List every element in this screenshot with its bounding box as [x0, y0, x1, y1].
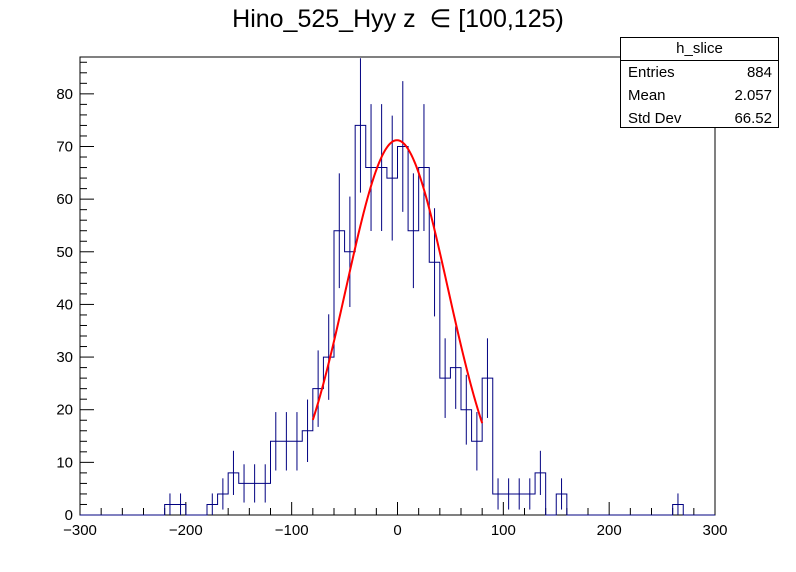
y-tick-label: 60: [56, 191, 73, 208]
x-tick-label: −300: [63, 522, 97, 539]
y-tick-label: 0: [65, 507, 73, 524]
x-tick-label: 100: [491, 522, 516, 539]
chart-title: Hino_525_Hyy z ∈ [100,125): [232, 5, 564, 33]
stats-mean-label: Mean: [628, 87, 666, 104]
x-tick-label: −100: [275, 522, 309, 539]
stats-stddev-row: Std Dev 66.52: [621, 107, 778, 130]
x-tick-label: −200: [169, 522, 203, 539]
x-tick-label: 300: [702, 522, 727, 539]
stats-mean-value: 2.057: [734, 87, 772, 104]
stats-entries-value: 884: [746, 64, 772, 81]
stats-box: h_slice Entries 884 Mean 2.057 Std Dev 6…: [620, 37, 779, 128]
y-tick-label: 20: [56, 402, 73, 419]
y-tick-label: 40: [56, 296, 73, 313]
stats-stddev-value: 66.52: [734, 110, 772, 127]
y-tick-label: 80: [56, 86, 73, 103]
stats-entries-label: Entries: [628, 64, 675, 81]
stats-box-title: h_slice: [621, 38, 778, 61]
stats-entries-row: Entries 884: [621, 61, 778, 84]
stats-mean-row: Mean 2.057: [621, 84, 778, 107]
stats-stddev-label: Std Dev: [628, 110, 682, 127]
x-tick-label: 0: [393, 522, 401, 539]
y-tick-label: 30: [56, 349, 73, 366]
y-tick-label: 10: [56, 454, 73, 471]
gaussian-fit-curve: [311, 139, 484, 424]
y-tick-label: 70: [56, 138, 73, 155]
y-tick-label: 50: [56, 244, 73, 261]
x-tick-label: 200: [597, 522, 622, 539]
histogram-outline: [80, 124, 715, 516]
